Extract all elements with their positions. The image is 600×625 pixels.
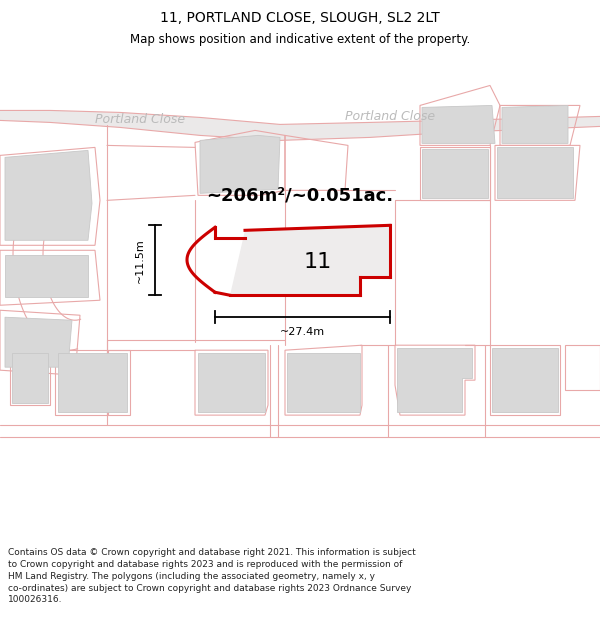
Text: Map shows position and indicative extent of the property.: Map shows position and indicative extent… xyxy=(130,33,470,46)
Polygon shape xyxy=(287,353,360,412)
Polygon shape xyxy=(58,353,127,412)
Polygon shape xyxy=(497,148,573,198)
Polygon shape xyxy=(200,136,280,193)
Polygon shape xyxy=(5,255,88,298)
Polygon shape xyxy=(422,106,495,143)
Text: Portland Close: Portland Close xyxy=(345,110,435,123)
Polygon shape xyxy=(230,226,390,295)
Polygon shape xyxy=(5,151,92,240)
Polygon shape xyxy=(0,111,600,141)
Polygon shape xyxy=(5,318,72,367)
Text: Portland Close: Portland Close xyxy=(95,113,185,126)
Text: 11: 11 xyxy=(304,253,332,272)
Polygon shape xyxy=(422,149,488,198)
Text: ~206m²/~0.051ac.: ~206m²/~0.051ac. xyxy=(206,186,394,204)
Polygon shape xyxy=(492,348,558,412)
Text: ~11.5m: ~11.5m xyxy=(135,238,145,282)
Polygon shape xyxy=(502,106,568,143)
Text: ~27.4m: ~27.4m xyxy=(280,328,325,338)
Text: 11, PORTLAND CLOSE, SLOUGH, SL2 2LT: 11, PORTLAND CLOSE, SLOUGH, SL2 2LT xyxy=(160,11,440,24)
Polygon shape xyxy=(12,353,48,403)
Text: Contains OS data © Crown copyright and database right 2021. This information is : Contains OS data © Crown copyright and d… xyxy=(8,548,416,604)
Polygon shape xyxy=(397,348,472,412)
Polygon shape xyxy=(198,353,265,412)
